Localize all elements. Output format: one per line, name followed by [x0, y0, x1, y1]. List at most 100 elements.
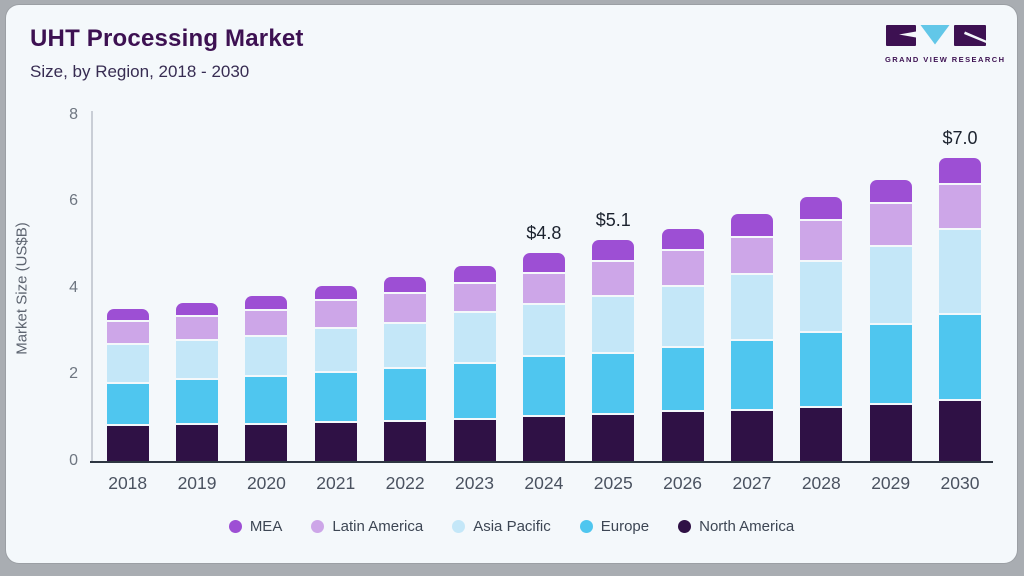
bar-segment-europe — [176, 380, 219, 425]
bar-segment-north-america — [592, 415, 635, 461]
bar-segment-north-america — [522, 416, 565, 461]
bar-segment-north-america — [176, 424, 219, 461]
bar-segment-asia-pacific — [384, 323, 427, 370]
bar-segment-asia-pacific — [314, 328, 357, 374]
bar-segment-asia-pacific — [176, 340, 219, 380]
bar-segment-mea — [869, 179, 912, 204]
bar-segment-north-america — [384, 421, 427, 461]
bar-segment-mea — [245, 296, 288, 312]
bar-segment-asia-pacific — [730, 275, 773, 342]
bar-group-2019 — [176, 302, 219, 461]
bar-segment-mea — [661, 229, 704, 252]
legend-label: Asia Pacific — [473, 518, 551, 535]
x-tick-label-2019: 2019 — [177, 473, 217, 493]
bar-segment-latin-america — [245, 311, 288, 338]
bar-segment-latin-america — [384, 293, 427, 324]
legend-label: North America — [699, 518, 795, 535]
bar-segment-mea — [176, 302, 219, 318]
data-label-2024: $4.8 — [526, 223, 562, 244]
bar-segment-latin-america — [730, 237, 773, 276]
bar-segment-europe — [939, 315, 982, 402]
bar-segment-latin-america — [522, 274, 565, 306]
bar-segment-latin-america — [592, 261, 635, 298]
x-axis-line — [90, 460, 993, 463]
x-tick-label-2021: 2021 — [316, 473, 356, 493]
bar-group-2022 — [384, 276, 427, 461]
bar-segment-mea — [592, 240, 635, 262]
bar-segment-latin-america — [176, 317, 219, 341]
legend-item-latin-america: Latin America — [311, 518, 423, 535]
bar-segment-north-america — [314, 422, 357, 461]
bar-segment-europe — [384, 369, 427, 422]
bar-segment-mea — [730, 214, 773, 238]
y-tick-label: 4 — [69, 278, 78, 296]
bar-segment-mea — [106, 309, 149, 323]
bar-segment-asia-pacific — [800, 262, 843, 334]
bar-segment-mea — [522, 253, 565, 275]
y-tick-label: 2 — [69, 365, 78, 383]
bar-group-2025 — [592, 240, 635, 461]
bar-group-2026 — [661, 229, 704, 461]
bar-segment-north-america — [869, 405, 912, 461]
y-tick-label: 8 — [69, 105, 78, 123]
bar-group-2021 — [314, 285, 357, 461]
bar-group-2018 — [106, 309, 149, 461]
bar-segment-latin-america — [800, 220, 843, 263]
bar-segment-mea — [314, 285, 357, 301]
bar-segment-europe — [314, 373, 357, 423]
bar-segment-north-america — [106, 426, 149, 461]
legend-dot-icon — [678, 520, 692, 533]
gvr-logo: GRAND VIEW RESEARCH — [885, 25, 1004, 64]
x-tick-label-2027: 2027 — [732, 473, 772, 493]
x-tick-label-2028: 2028 — [801, 473, 841, 493]
bar-segment-north-america — [800, 407, 843, 461]
bar-group-2023 — [453, 266, 496, 461]
x-tick-label-2030: 2030 — [940, 473, 980, 493]
data-label-2030: $7.0 — [942, 127, 978, 148]
bar-segment-north-america — [245, 424, 288, 461]
x-tick-label-2023: 2023 — [455, 473, 494, 493]
bar-segment-north-america — [939, 401, 982, 461]
bar-segment-latin-america — [869, 203, 912, 247]
data-label-2025: $5.1 — [595, 210, 631, 231]
bar-segment-mea — [384, 276, 427, 294]
legend-label: Latin America — [332, 518, 424, 535]
page-subtitle: Size, by Region, 2018 - 2030 — [30, 62, 250, 81]
bar-segment-north-america — [661, 412, 704, 461]
bar-segment-latin-america — [661, 251, 704, 288]
bar-segment-north-america — [453, 419, 496, 461]
bar-segment-asia-pacific — [592, 297, 635, 354]
legend-item-mea: MEA — [228, 518, 282, 535]
legend-item-europe: Europe — [579, 518, 650, 535]
bar-group-2030 — [939, 157, 982, 461]
bar-segment-europe — [106, 383, 149, 427]
bar-segment-asia-pacific — [106, 344, 149, 384]
bar-segment-latin-america — [106, 322, 149, 345]
x-tick-label-2018: 2018 — [108, 473, 148, 493]
legend-item-north-america: North America — [678, 518, 794, 535]
bar-group-2027 — [730, 214, 773, 461]
x-tick-label-2020: 2020 — [246, 473, 286, 493]
bar-group-2028 — [800, 196, 843, 461]
page-title: UHT Processing Market — [30, 25, 304, 52]
legend-label: Europe — [600, 518, 650, 535]
x-tick-label-2024: 2024 — [524, 473, 564, 493]
bar-segment-latin-america — [314, 300, 357, 329]
bar-segment-latin-america — [939, 184, 982, 230]
bar-segment-asia-pacific — [245, 337, 288, 377]
bar-segment-asia-pacific — [522, 305, 565, 358]
x-tick-label-2022: 2022 — [385, 473, 425, 493]
legend-dot-icon — [311, 520, 325, 533]
bar-segment-europe — [453, 364, 496, 420]
bar-segment-latin-america — [453, 284, 496, 314]
bar-segment-europe — [730, 341, 773, 411]
bar-segment-north-america — [730, 410, 773, 461]
y-tick-label: 0 — [69, 452, 78, 469]
bar-segment-europe — [800, 333, 843, 408]
bar-segment-europe — [522, 357, 565, 417]
x-tick-label-2029: 2029 — [871, 473, 911, 493]
bar-segment-asia-pacific — [661, 287, 704, 348]
y-axis-line — [91, 111, 93, 461]
bar-group-2029 — [869, 179, 912, 461]
